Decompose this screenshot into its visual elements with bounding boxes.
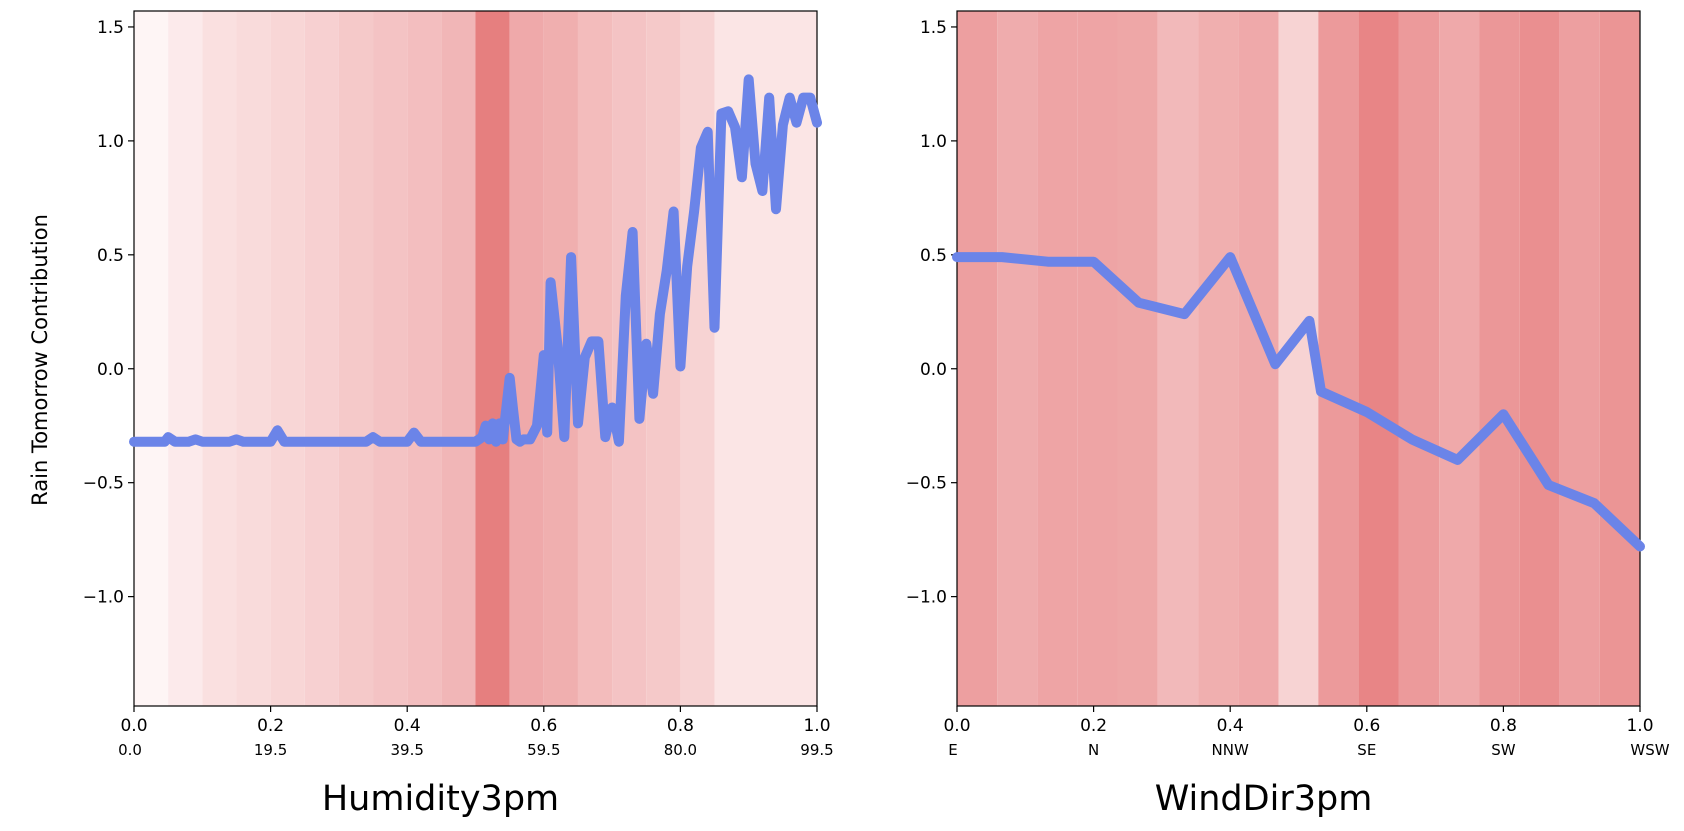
series-line: [952, 252, 1645, 552]
x-sub-tick-label: 0.0: [118, 741, 142, 759]
background-band: [202, 11, 237, 706]
background-band: [475, 11, 510, 706]
axis-ticks: 1.5 1.0 0.5 0.0 −0.5 −1.0 0.0 0.0 0.2 19.5 0.4 39.5…: [83, 18, 834, 759]
x-tick-label: 0.8: [1490, 716, 1517, 736]
x-tick-label: 0.8: [667, 716, 694, 736]
background-band: [1599, 11, 1640, 706]
y-tick-label: 1.0: [920, 132, 947, 152]
x-tick-label: 0.4: [1217, 716, 1244, 736]
background-band: [338, 11, 374, 706]
x-tick-label: 1.0: [803, 716, 830, 736]
background-band: [957, 11, 998, 706]
background-bands: [134, 11, 817, 706]
background-band: [1519, 11, 1560, 706]
background-band: [1117, 11, 1158, 706]
background-band: [134, 11, 169, 706]
background-band: [373, 11, 408, 706]
x-tick-label: 0.0: [943, 716, 970, 736]
background-band: [1358, 11, 1399, 706]
y-tick-label: −1.0: [906, 588, 947, 608]
background-band: [1559, 11, 1600, 706]
x-tick-label: 0.0: [120, 716, 147, 736]
background-bands: [957, 11, 1640, 706]
x-tick-label: 0.2: [1080, 716, 1107, 736]
y-tick-label: 1.5: [920, 18, 947, 38]
x-sub-tick-label: 99.5: [800, 741, 833, 759]
series-line: [129, 74, 822, 447]
background-band: [1077, 11, 1118, 706]
y-tick-label: 0.0: [920, 360, 947, 380]
x-sub-tick-label: 39.5: [390, 741, 423, 759]
background-band: [236, 11, 271, 706]
humidity-panel: 1.5 1.0 0.5 0.0 −0.5 −1.0 0.0 0.0 0.2 19.5 0.4 39.5…: [83, 10, 834, 819]
y-tick-label: 0.0: [97, 360, 124, 380]
feature-title: WindDir3pm: [1155, 779, 1373, 819]
x-sub-tick-label: WSW: [1630, 741, 1669, 759]
x-sub-tick-label: SW: [1491, 741, 1516, 759]
background-band: [1198, 11, 1239, 706]
x-sub-tick-label: SE: [1357, 741, 1376, 759]
background-band: [1157, 11, 1199, 706]
x-tick-label: 0.6: [1353, 716, 1380, 736]
background-band: [441, 11, 476, 706]
background-band: [304, 11, 339, 706]
axis-ticks: 1.5 1.0 0.5 0.0 −0.5 −1.0 0.0 E 0.2 N 0.4 NNW 0.6 SE 0…: [906, 18, 1670, 759]
y-tick-label: −1.0: [83, 588, 124, 608]
x-sub-tick-label: NNW: [1212, 741, 1249, 759]
x-tick-label: 1.0: [1626, 716, 1653, 736]
background-band: [168, 11, 203, 706]
x-sub-tick-label: N: [1088, 741, 1099, 759]
background-band: [509, 11, 544, 706]
x-sub-tick-label: 19.5: [254, 741, 287, 759]
background-band: [1398, 11, 1440, 706]
y-tick-label: −0.5: [906, 474, 947, 494]
plot-frame: [956, 10, 1641, 707]
y-axis-label: Rain Tomorrow Contribution: [28, 214, 52, 506]
x-sub-tick-label: 59.5: [527, 741, 560, 759]
background-band: [680, 11, 715, 706]
y-tick-label: 1.5: [97, 18, 124, 38]
x-sub-tick-label: 80.0: [664, 741, 697, 759]
x-sub-tick-label: E: [948, 741, 957, 759]
background-band: [1318, 11, 1359, 706]
y-tick-label: 1.0: [97, 132, 124, 152]
x-tick-label: 0.2: [257, 716, 284, 736]
background-band: [270, 11, 305, 706]
x-tick-label: 0.4: [394, 716, 421, 736]
background-band: [997, 11, 1038, 706]
winddir-panel: 1.5 1.0 0.5 0.0 −0.5 −1.0 0.0 E 0.2 N 0.4 NNW 0.6 SE 0…: [906, 10, 1670, 819]
background-band: [407, 11, 442, 706]
background-band: [1037, 11, 1078, 706]
plot-frame: [133, 10, 818, 707]
y-tick-label: −0.5: [83, 474, 124, 494]
background-band: [1439, 11, 1480, 706]
y-tick-label: 0.5: [920, 246, 947, 266]
feature-title: Humidity3pm: [322, 779, 559, 819]
background-band: [1479, 11, 1520, 706]
x-tick-label: 0.6: [530, 716, 557, 736]
y-tick-label: 0.5: [97, 246, 124, 266]
